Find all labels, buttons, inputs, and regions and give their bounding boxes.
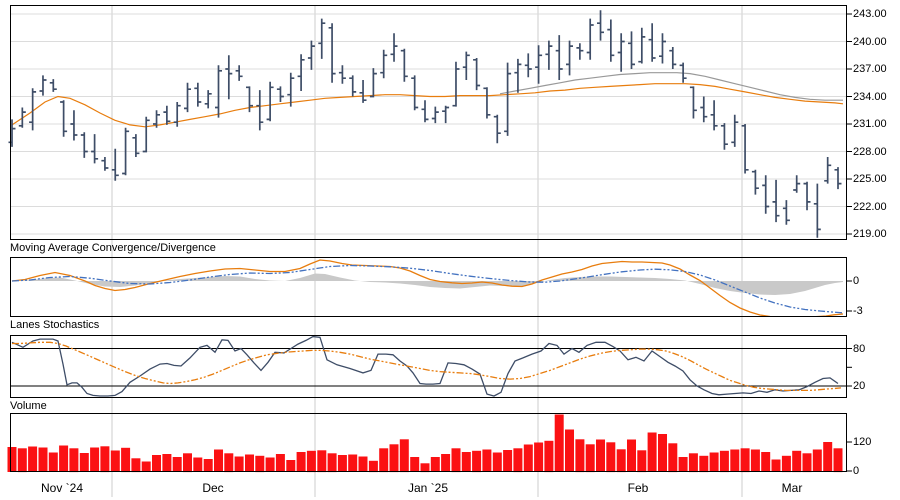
macd-axis-label: -3	[853, 305, 863, 317]
volume-axis-label: 120	[853, 436, 872, 448]
stochastics-panel-title: Lanes Stochastics	[10, 319, 100, 331]
x-axis-month-label: Mar	[781, 481, 803, 495]
x-axis-month-label: Dec	[202, 481, 224, 495]
price-axis-label: 219.00	[853, 228, 887, 240]
x-axis-month-label: Feb	[627, 481, 649, 495]
price-axis-label: 231.00	[853, 118, 887, 130]
price-axis-label: 240.00	[853, 36, 887, 48]
volume-axis-label: 0	[853, 465, 860, 477]
stoch-axis-label: 20	[853, 380, 866, 392]
price-axis-label: 228.00	[853, 146, 887, 158]
price-axis-label: 222.00	[853, 201, 887, 213]
macd-panel-title: Moving Average Convergence/Divergence	[10, 242, 216, 254]
price-axis-label: 243.00	[853, 8, 887, 20]
stoch-axis-label: 80	[853, 343, 866, 355]
macd-axis-label: 0	[853, 275, 860, 287]
x-axis-month-label: Jan `25	[407, 481, 449, 495]
price-axis-label: 225.00	[853, 173, 887, 185]
price-axis-label: 237.00	[853, 63, 887, 75]
volume-panel-title: Volume	[10, 400, 47, 412]
x-axis-month-label: Nov `24	[40, 481, 84, 495]
price-axis-label: 234.00	[853, 91, 887, 103]
